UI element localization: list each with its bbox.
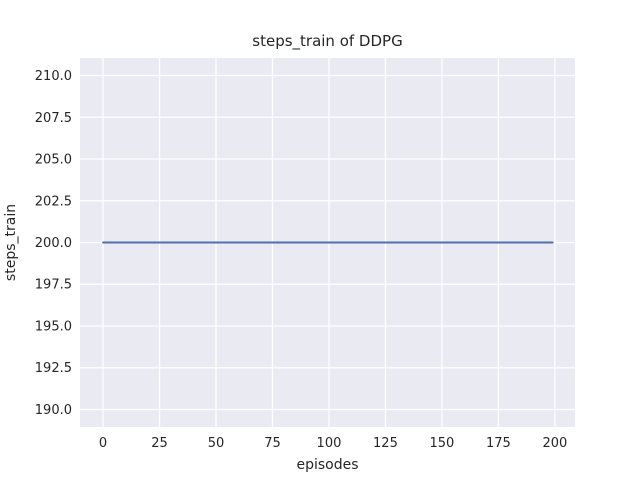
- x-tick-label: 150: [430, 436, 455, 451]
- x-tick-label: 175: [486, 436, 511, 451]
- y-tick-label: 200.0: [35, 236, 72, 251]
- x-tick-label: 50: [208, 436, 225, 451]
- y-tick-label: 210.0: [35, 69, 72, 84]
- y-tick-label: 195.0: [35, 319, 72, 334]
- x-tick-label: 125: [373, 436, 398, 451]
- y-tick-label: 207.5: [35, 111, 72, 126]
- x-tick-label: 100: [317, 436, 342, 451]
- y-tick-label: 197.5: [35, 278, 72, 293]
- x-tick-label: 75: [264, 436, 281, 451]
- y-tick-label: 205.0: [35, 153, 72, 168]
- y-tick-label: 202.5: [35, 194, 72, 209]
- y-tick-label: 190.0: [35, 403, 72, 418]
- x-tick-label: 200: [542, 436, 567, 451]
- y-tick-label: 192.5: [35, 361, 72, 376]
- x-tick-label: 25: [151, 436, 168, 451]
- y-axis-label: steps_train: [3, 204, 19, 281]
- chart-title: steps_train of DDPG: [252, 32, 402, 51]
- x-tick-label: 0: [99, 436, 107, 451]
- x-axis-label: episodes: [296, 457, 358, 473]
